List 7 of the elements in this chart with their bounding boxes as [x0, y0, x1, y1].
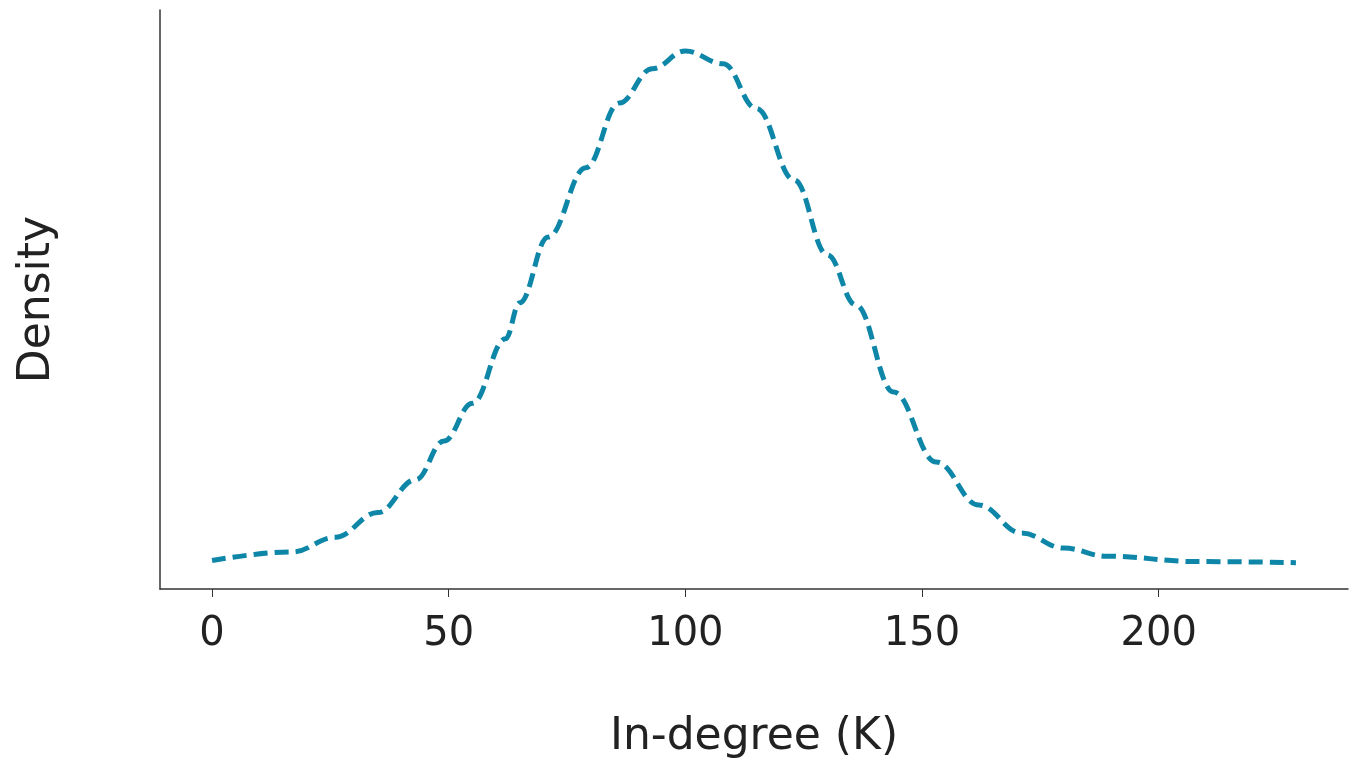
x-tick-label: 50 [423, 608, 475, 654]
x-tick-label: 100 [647, 608, 724, 654]
x-tick-label: 0 [199, 608, 225, 654]
x-tick-label: 200 [1120, 608, 1197, 654]
y-axis-title: Density [7, 215, 59, 384]
x-axis-title: In-degree (K) [609, 707, 899, 759]
x-tick-label: 150 [883, 608, 961, 654]
